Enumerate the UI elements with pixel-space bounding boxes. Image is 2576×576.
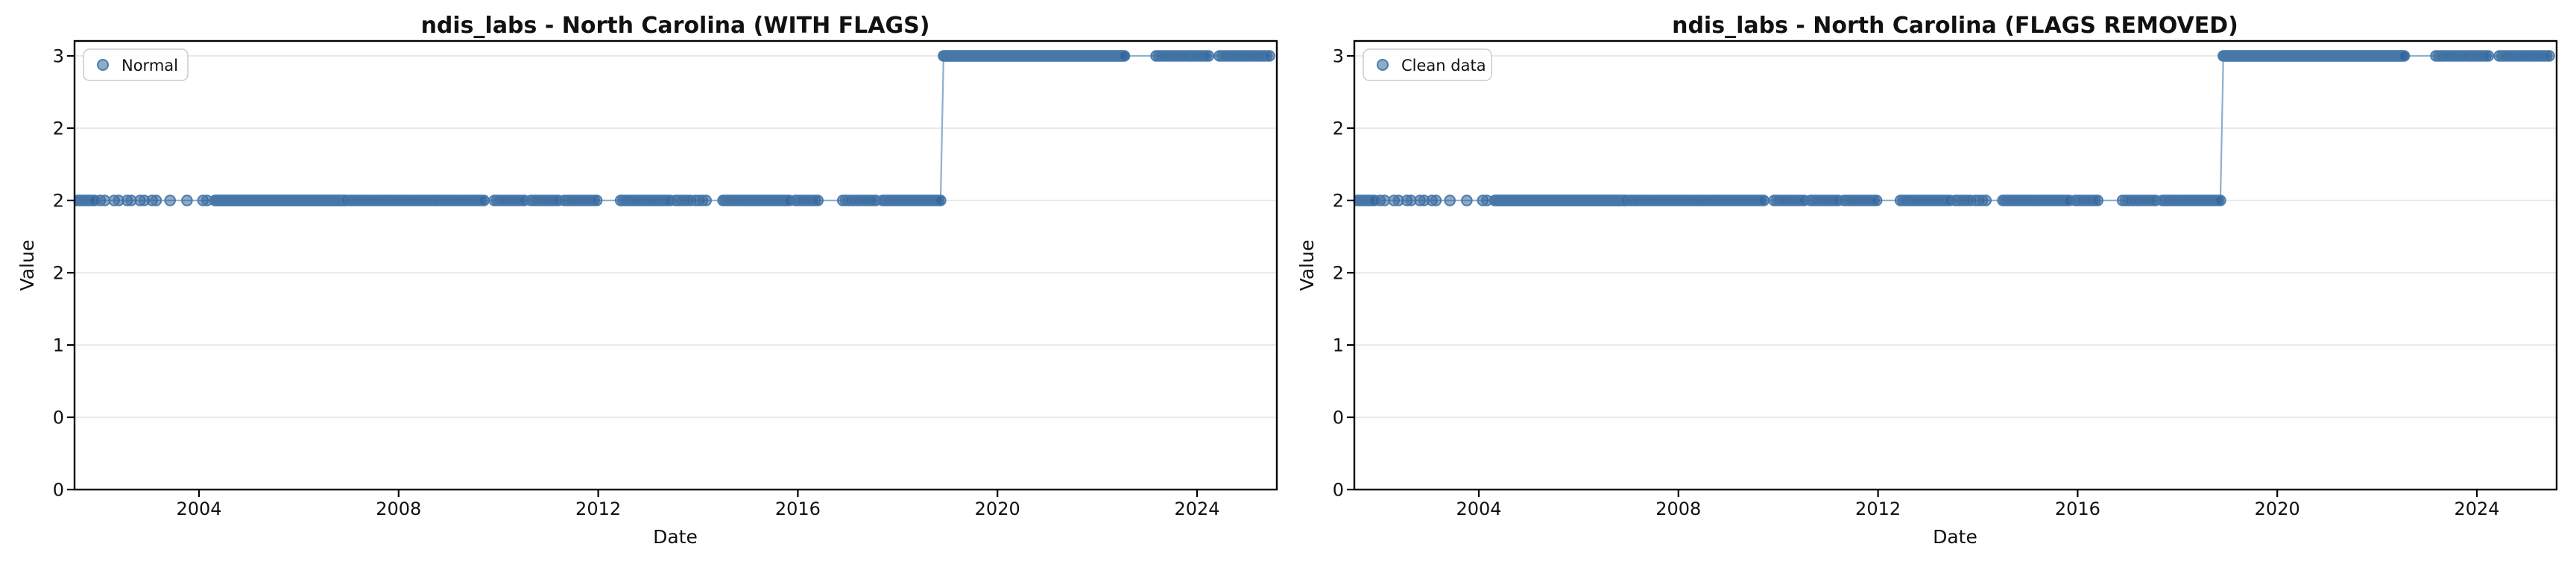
y-tick-label: 0 — [1333, 407, 1344, 428]
x-axis-label: Date — [1933, 526, 1977, 548]
data-point — [1430, 194, 1442, 206]
data-point — [1202, 50, 1215, 62]
x-tick-label: 2012 — [575, 499, 621, 519]
legend-box — [83, 48, 189, 81]
data-point — [2398, 50, 2411, 62]
data-point — [164, 194, 176, 206]
data-point — [1263, 50, 1275, 62]
legend: Clean data — [1363, 48, 1492, 81]
y-tick-label: 0 — [53, 407, 64, 428]
y-tick-label: 1 — [53, 335, 64, 355]
y-axis-label: Value — [1296, 240, 1318, 291]
scatter-points — [75, 50, 1275, 206]
x-tick-label: 2024 — [2454, 499, 2499, 519]
panel-with-flags: 2004 2008 2012 2016 2020 2024 0 0 1 2 2 2 3 ndis_lab… — [16, 13, 1278, 548]
data-point — [181, 194, 193, 206]
data-point — [2543, 50, 2555, 62]
data-point — [700, 194, 713, 206]
data-point — [1461, 194, 1473, 206]
x-axis-label: Date — [653, 526, 698, 548]
data-point — [1118, 50, 1131, 62]
y-tick-label: 0 — [1333, 479, 1344, 500]
plot-area: 2004 2008 2012 2016 2020 2024 0 0 1 2 2 2 3 — [53, 39, 1278, 519]
y-tick-label: 0 — [53, 479, 64, 500]
data-point — [1980, 194, 1992, 206]
data-point — [2214, 194, 2226, 206]
data-point — [2482, 50, 2495, 62]
legend-label: Clean data — [1401, 57, 1486, 75]
plot-border — [73, 39, 1278, 491]
x-tick-label: 2016 — [2055, 499, 2100, 519]
y-axis-label: Value — [16, 240, 38, 291]
x-tick-label: 2004 — [176, 499, 221, 519]
data-point — [478, 194, 490, 206]
chart-title: ndis_labs - North Carolina (WITH FLAGS) — [421, 13, 930, 39]
y-tick-label: 2 — [1333, 262, 1344, 283]
y-tick-label: 3 — [1333, 45, 1344, 66]
data-point — [150, 194, 162, 206]
plot-border — [1353, 39, 2558, 491]
legend-marker-icon — [97, 59, 109, 71]
x-tick-label: 2008 — [1655, 499, 1701, 519]
legend-box — [1363, 48, 1492, 81]
x-tick-label: 2012 — [1855, 499, 1901, 519]
legend: Normal — [83, 48, 189, 81]
x-tick-label: 2008 — [376, 499, 421, 519]
y-tick-label: 2 — [1333, 118, 1344, 139]
data-point — [2092, 194, 2103, 206]
data-point — [1758, 194, 1770, 206]
x-tick-label: 2024 — [1174, 499, 1219, 519]
data-point — [935, 194, 947, 206]
x-tick-label: 2020 — [2255, 499, 2300, 519]
legend-label: Normal — [121, 57, 178, 75]
scatter-points — [1354, 50, 2555, 206]
y-tick-label: 3 — [53, 45, 64, 66]
x-tick-label: 2004 — [1456, 499, 1501, 519]
legend-marker-icon — [1377, 59, 1389, 71]
chart-title: ndis_labs - North Carolina (FLAGS REMOVE… — [1672, 13, 2238, 39]
data-point — [1378, 194, 1391, 206]
data-point — [1444, 194, 1456, 206]
y-tick-label: 2 — [53, 190, 64, 211]
x-tick-label: 2020 — [975, 499, 1020, 519]
y-tick-label: 2 — [53, 118, 64, 139]
panel-flags-removed: 2004 2008 2012 2016 2020 2024 0 0 1 2 2 2 3 ndis_lab… — [1296, 13, 2558, 548]
y-tick-label: 1 — [1333, 335, 1344, 355]
data-point — [98, 194, 111, 206]
data-point — [812, 194, 824, 206]
x-tick-label: 2016 — [775, 499, 821, 519]
y-tick-label: 2 — [1333, 190, 1344, 211]
data-point — [590, 194, 603, 206]
data-point — [1870, 194, 1883, 206]
y-tick-label: 2 — [53, 262, 64, 283]
plot-area: 2004 2008 2012 2016 2020 2024 0 0 1 2 2 2 3 — [1333, 39, 2558, 519]
